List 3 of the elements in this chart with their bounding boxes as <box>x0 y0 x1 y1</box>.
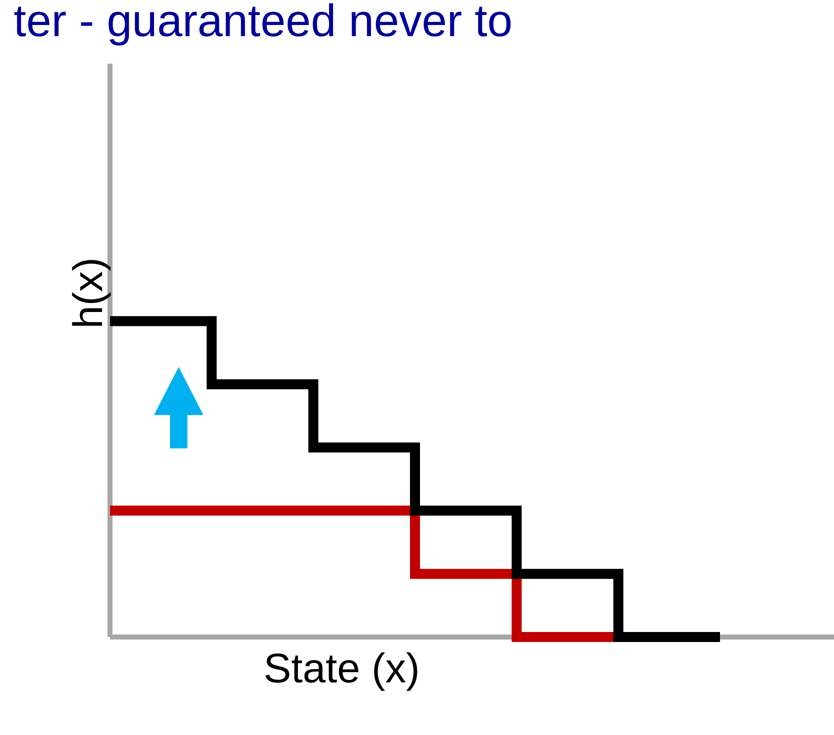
chart-title: ter - guaranteed never to <box>14 3 511 46</box>
x-axis-title: State (x) <box>265 652 418 691</box>
y-axis-title: h(x) <box>72 260 111 326</box>
